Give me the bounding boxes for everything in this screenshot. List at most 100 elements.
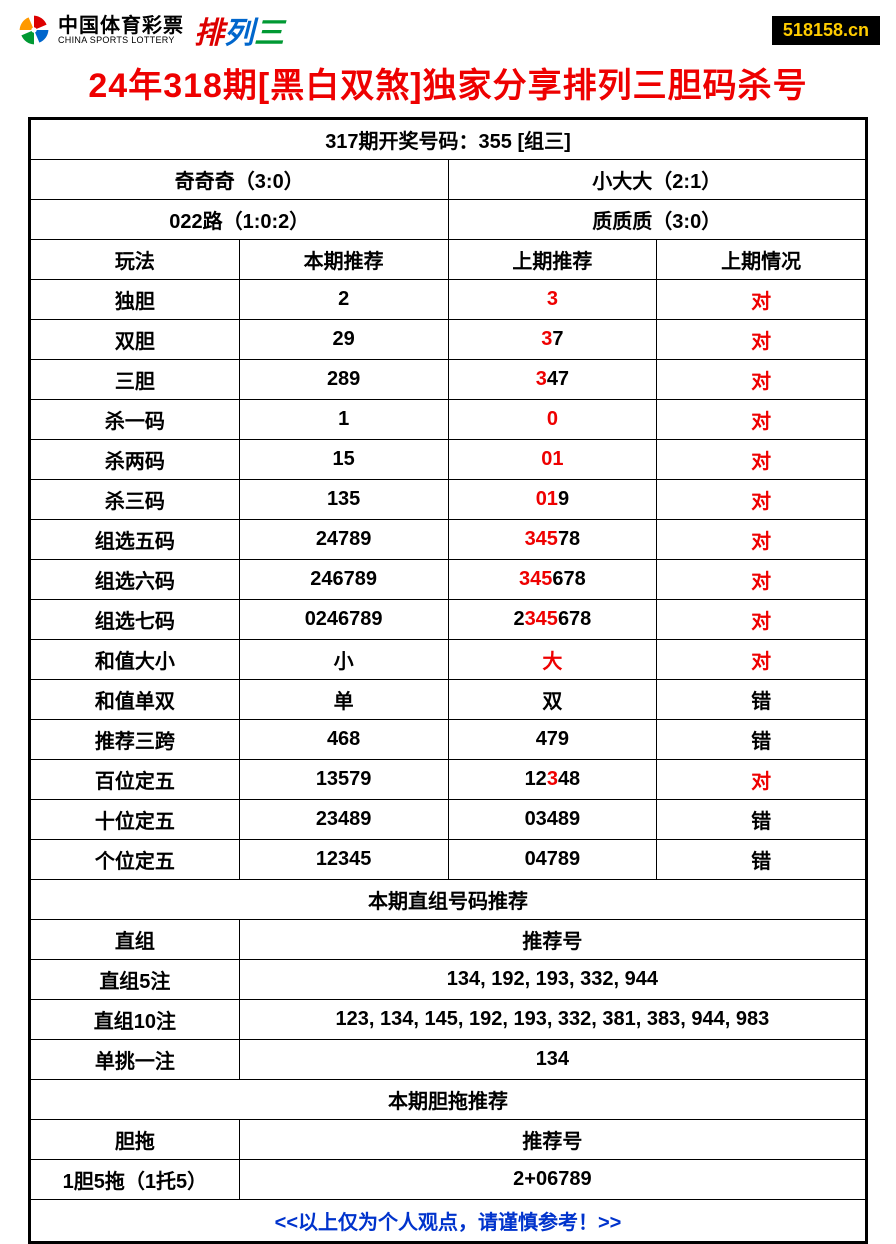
table-row: 胆拖推荐号 (31, 1120, 866, 1160)
table-row: 玩法本期推荐上期推荐上期情况 (31, 240, 866, 280)
lottery-table: 317期开奖号码：355 [组三]奇奇奇（3:0）小大大（2:1）022路（1:… (30, 119, 866, 1242)
result: 对 (657, 760, 866, 800)
table-row: 组选五码2478934578对 (31, 520, 866, 560)
table-row: 单挑一注134 (31, 1040, 866, 1080)
draw-header: 317期开奖号码：355 [组三] (31, 120, 866, 160)
row-name: 组选七码 (31, 600, 240, 640)
table-row: 奇奇奇（3:0）小大大（2:1） (31, 160, 866, 200)
attr-cell: 小大大（2:1） (448, 160, 866, 200)
current-pick: 15 (239, 440, 448, 480)
dantuo-label: 1胆5拖（1托5） (31, 1160, 240, 1200)
main-frame: 317期开奖号码：355 [组三]奇奇奇（3:0）小大大（2:1）022路（1:… (28, 117, 868, 1244)
row-name: 杀两码 (31, 440, 240, 480)
prev-pick: 347 (448, 360, 657, 400)
row-name: 组选五码 (31, 520, 240, 560)
table-row: 和值大小小大对 (31, 640, 866, 680)
row-name: 百位定五 (31, 760, 240, 800)
combo-label: 单挑一注 (31, 1040, 240, 1080)
row-name: 推荐三跨 (31, 720, 240, 760)
lottery-logo-icon (16, 12, 52, 48)
current-pick: 单 (239, 680, 448, 720)
col-header: 上期情况 (657, 240, 866, 280)
result: 对 (657, 600, 866, 640)
table-row: 组选七码02467892345678对 (31, 600, 866, 640)
current-pick: 135 (239, 480, 448, 520)
table-row: 个位定五1234504789错 (31, 840, 866, 880)
table-row: 杀两码1501对 (31, 440, 866, 480)
table-row: 本期胆拖推荐 (31, 1080, 866, 1120)
section-title: 本期直组号码推荐 (31, 880, 866, 920)
result: 错 (657, 800, 866, 840)
row-name: 杀三码 (31, 480, 240, 520)
col-header: 玩法 (31, 240, 240, 280)
prev-pick: 3 (448, 280, 657, 320)
result: 对 (657, 360, 866, 400)
combo-value: 134, 192, 193, 332, 944 (239, 960, 865, 1000)
current-pick: 29 (239, 320, 448, 360)
row-name: 组选六码 (31, 560, 240, 600)
combo-value: 123, 134, 145, 192, 193, 332, 381, 383, … (239, 1000, 865, 1040)
current-pick: 246789 (239, 560, 448, 600)
current-pick: 13579 (239, 760, 448, 800)
prev-pick: 479 (448, 720, 657, 760)
row-name: 和值大小 (31, 640, 240, 680)
logo-cn: 中国体育彩票 (58, 16, 184, 36)
table-row: 和值单双单双错 (31, 680, 866, 720)
combo-value: 134 (239, 1040, 865, 1080)
sec-head: 胆拖 (31, 1120, 240, 1160)
section-title: 本期胆拖推荐 (31, 1080, 866, 1120)
table-row: 三胆289347对 (31, 360, 866, 400)
row-name: 十位定五 (31, 800, 240, 840)
result: 对 (657, 320, 866, 360)
prev-pick: 大 (448, 640, 657, 680)
site-badge: 518158.cn (772, 16, 880, 45)
row-name: 独胆 (31, 280, 240, 320)
table-row: 317期开奖号码：355 [组三] (31, 120, 866, 160)
table-row: 1胆5拖（1托5）2+06789 (31, 1160, 866, 1200)
header-bar: 中国体育彩票 CHINA SPORTS LOTTERY 排列三 518158.c… (0, 0, 896, 56)
result: 对 (657, 440, 866, 480)
logo-text: 中国体育彩票 CHINA SPORTS LOTTERY (58, 16, 184, 45)
table-row: 独胆23对 (31, 280, 866, 320)
current-pick: 1 (239, 400, 448, 440)
prev-pick: 双 (448, 680, 657, 720)
prev-pick: 12348 (448, 760, 657, 800)
prev-pick: 04789 (448, 840, 657, 880)
prev-pick: 01 (448, 440, 657, 480)
attr-cell: 奇奇奇（3:0） (31, 160, 449, 200)
table-row: 十位定五2348903489错 (31, 800, 866, 840)
page-title: 24年318期[黑白双煞]独家分享排列三胆码杀号 (0, 56, 896, 117)
table-row: 推荐三跨468479错 (31, 720, 866, 760)
game-name: 排列三 (194, 8, 284, 52)
result: 对 (657, 280, 866, 320)
table-row: 杀三码135019对 (31, 480, 866, 520)
sec-head: 推荐号 (239, 1120, 865, 1160)
row-name: 和值单双 (31, 680, 240, 720)
logo-group: 中国体育彩票 CHINA SPORTS LOTTERY 排列三 (16, 8, 284, 52)
result: 对 (657, 400, 866, 440)
combo-label: 直组10注 (31, 1000, 240, 1040)
table-row: 直组5注134, 192, 193, 332, 944 (31, 960, 866, 1000)
result: 错 (657, 720, 866, 760)
row-name: 双胆 (31, 320, 240, 360)
prev-pick: 34578 (448, 520, 657, 560)
disclaimer: <<以上仅为个人观点，请谨慎参考！>> (31, 1200, 866, 1242)
row-name: 三胆 (31, 360, 240, 400)
table-row: 022路（1:0:2）质质质（3:0） (31, 200, 866, 240)
result: 错 (657, 680, 866, 720)
current-pick: 小 (239, 640, 448, 680)
attr-cell: 022路（1:0:2） (31, 200, 449, 240)
current-pick: 2 (239, 280, 448, 320)
current-pick: 12345 (239, 840, 448, 880)
dantuo-value: 2+06789 (239, 1160, 865, 1200)
result: 对 (657, 640, 866, 680)
table-row: 组选六码246789345678对 (31, 560, 866, 600)
result: 错 (657, 840, 866, 880)
sec-head: 推荐号 (239, 920, 865, 960)
table-row: 双胆2937对 (31, 320, 866, 360)
table-row: 杀一码10对 (31, 400, 866, 440)
table-row: 百位定五1357912348对 (31, 760, 866, 800)
attr-cell: 质质质（3:0） (448, 200, 866, 240)
logo-en: CHINA SPORTS LOTTERY (58, 36, 184, 45)
row-name: 杀一码 (31, 400, 240, 440)
